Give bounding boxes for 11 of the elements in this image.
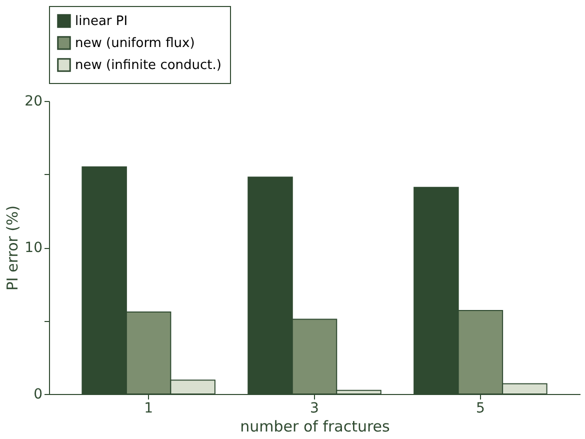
x-axis-title: number of fractures xyxy=(240,418,390,436)
y-axis-title: PI error (%) xyxy=(4,205,22,291)
legend-label: linear PI xyxy=(75,14,128,29)
x-tick-label: 3 xyxy=(310,400,319,416)
legend-label: new (uniform flux) xyxy=(75,36,195,51)
x-tick-label: 5 xyxy=(476,400,485,416)
x-tick-label: 1 xyxy=(144,400,154,416)
y-tick-label: 10 xyxy=(24,240,42,256)
y-tick-label: 0 xyxy=(34,386,42,402)
legend-label: new (infinite conduct.) xyxy=(75,58,222,73)
y-tick-label: 20 xyxy=(24,94,42,110)
